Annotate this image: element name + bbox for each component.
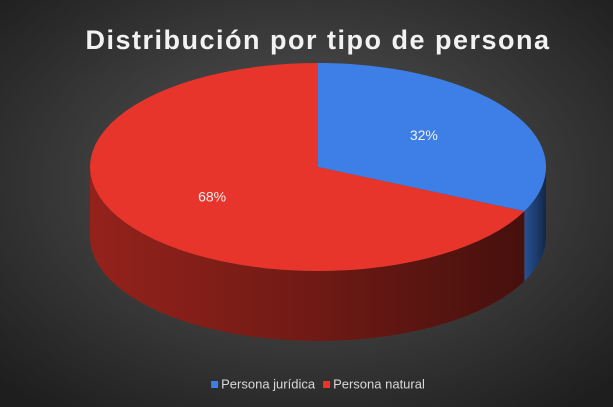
pie-slice bbox=[318, 63, 546, 212]
pie-slice bbox=[90, 63, 525, 271]
legend-label: Persona jurídica bbox=[221, 376, 316, 391]
side-shade bbox=[524, 167, 546, 282]
legend-swatch bbox=[211, 381, 219, 388]
side-shade bbox=[90, 167, 525, 341]
value-label: 68% bbox=[198, 188, 226, 204]
legend-label: Persona natural bbox=[333, 376, 425, 391]
chart-title: Distribución por tipo de persona bbox=[85, 25, 550, 55]
value-label: 32% bbox=[410, 127, 438, 143]
legend-swatch bbox=[323, 381, 331, 388]
